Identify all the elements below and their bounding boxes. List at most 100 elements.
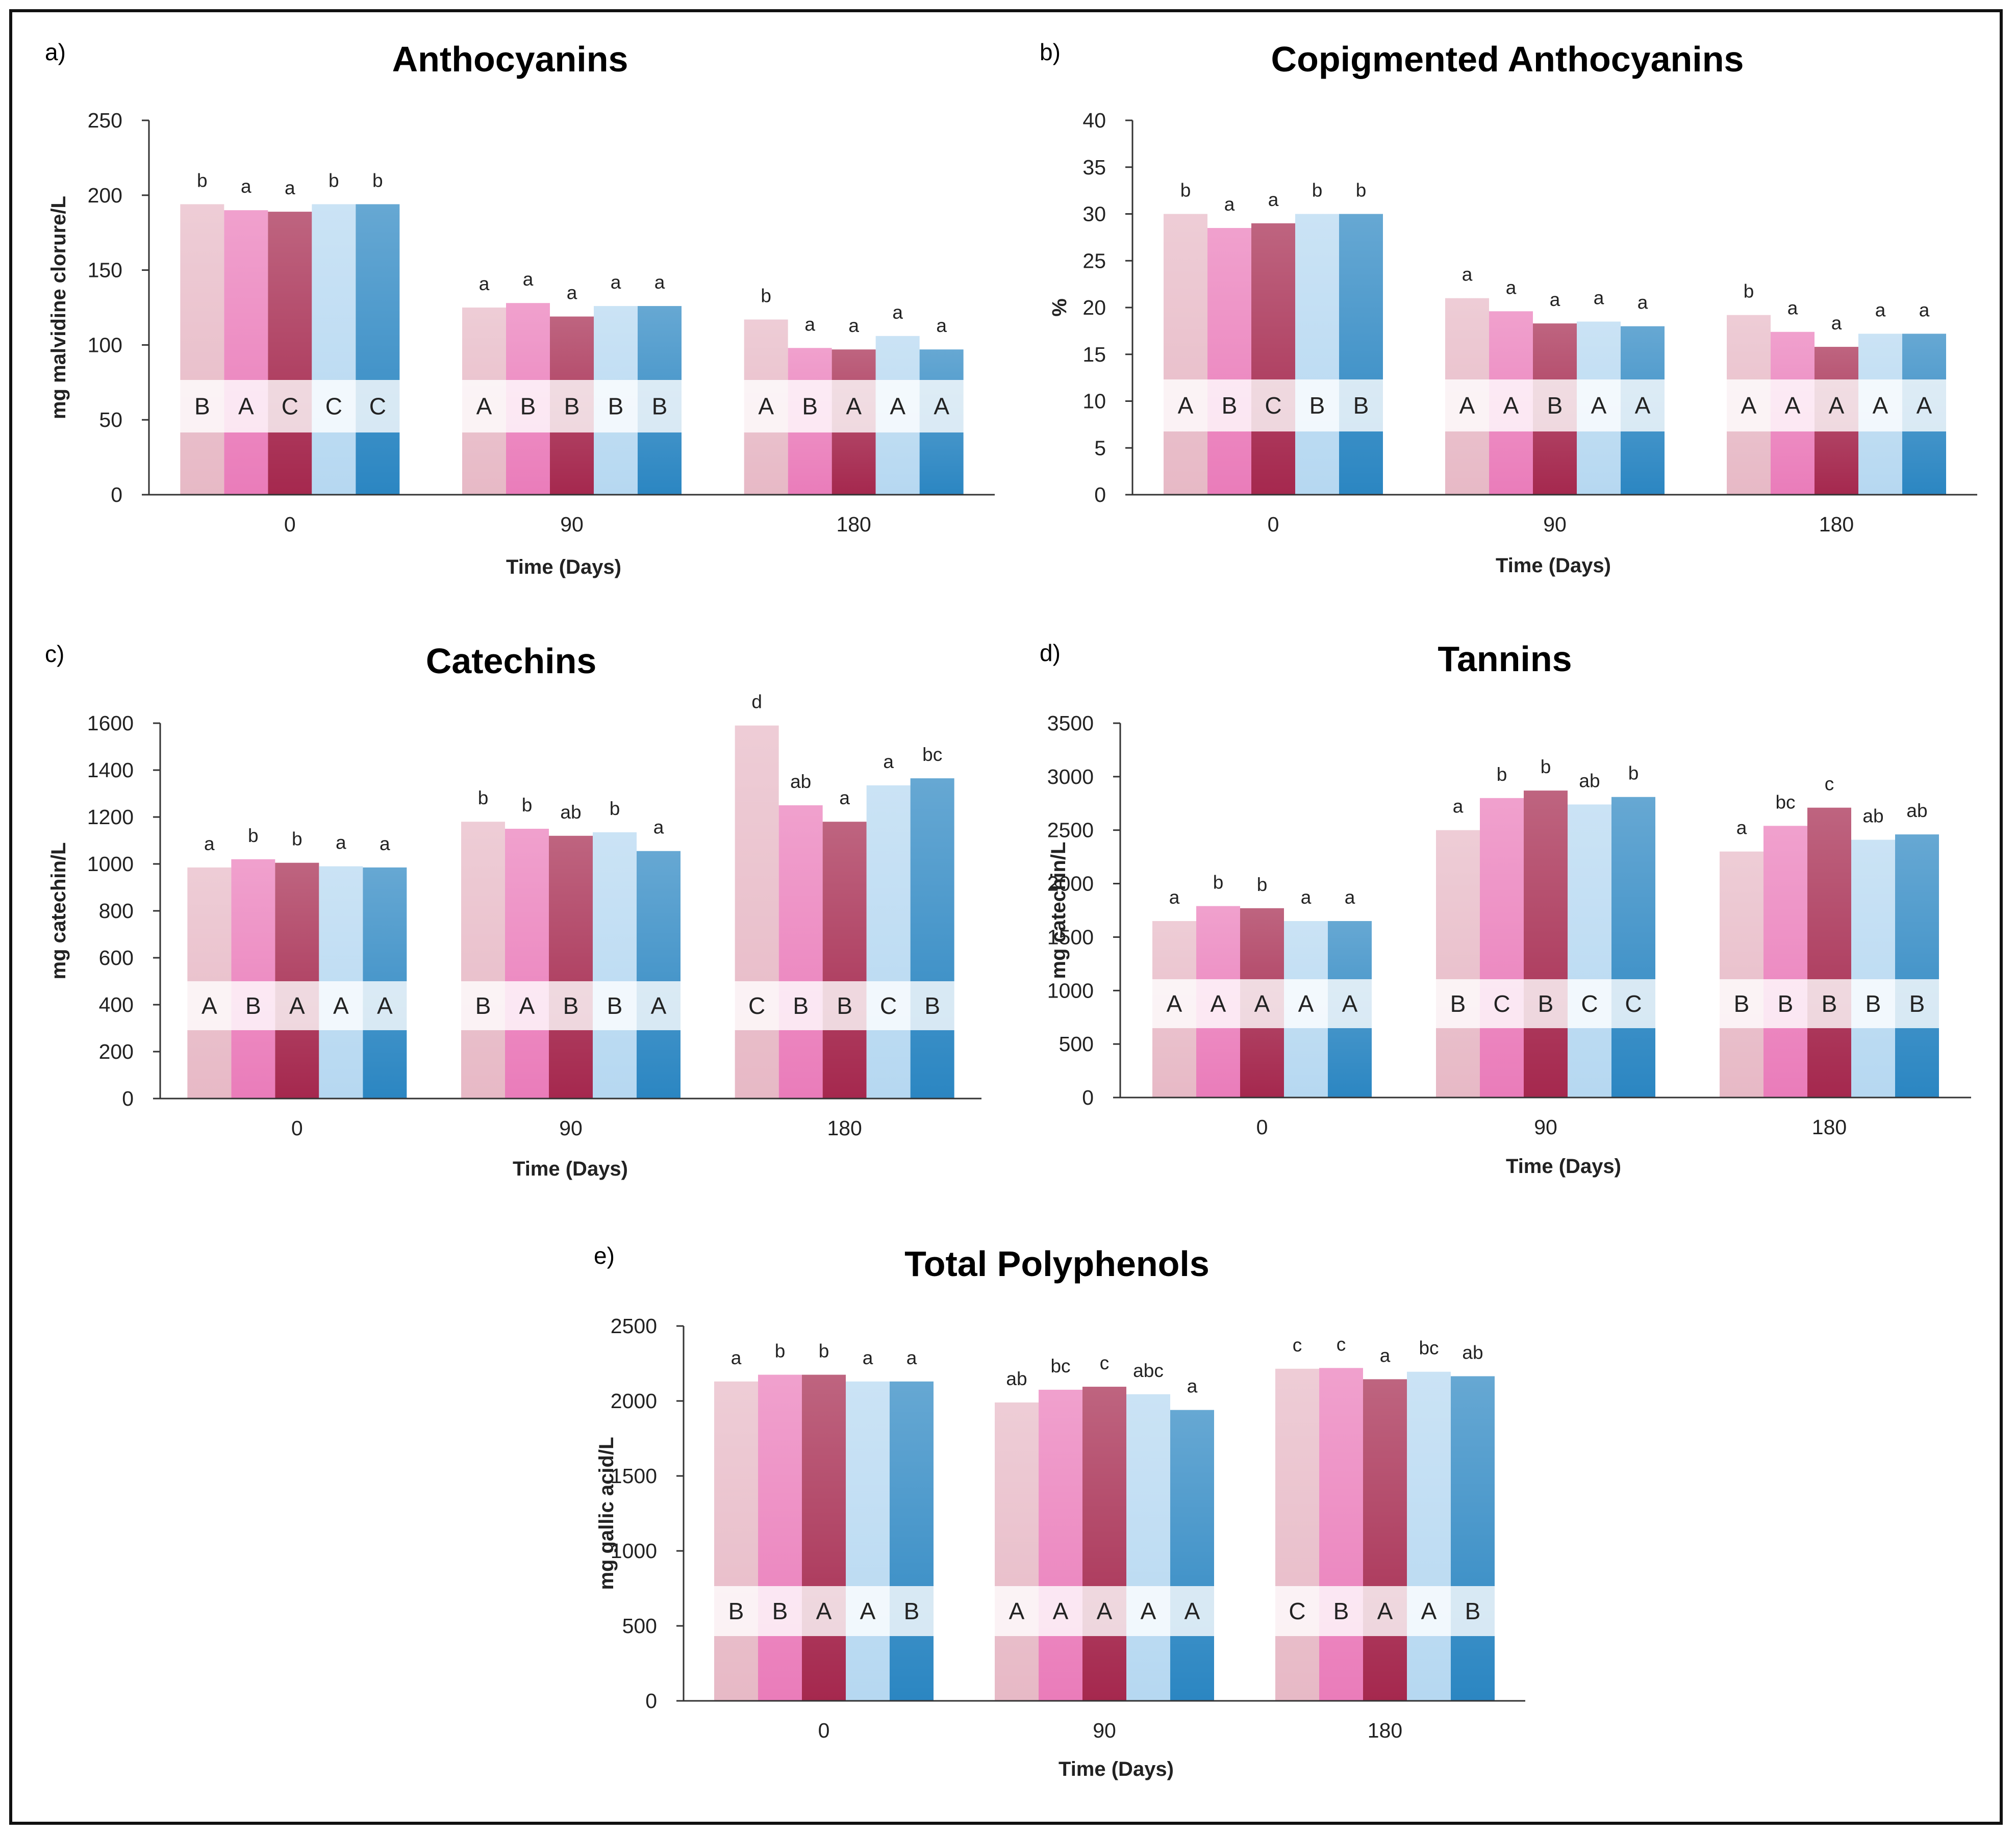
bar [1126,1394,1170,1701]
significance-letter: a [1462,264,1473,285]
group-letter: A [1459,392,1475,419]
significance-letter: a [839,787,850,808]
bar [1436,830,1480,1098]
significance-letter: a [523,269,534,290]
group-letter: A [1053,1598,1069,1624]
significance-letter: a [1831,313,1842,334]
bar [995,1402,1039,1701]
significance-letter: a [380,833,390,854]
significance-letter: d [751,692,762,712]
significance-letter: bc [1050,1356,1070,1376]
y-tick-label: 5 [1094,436,1106,460]
y-axis-label: % [1048,298,1071,317]
y-tick-label: 1000 [1047,979,1094,1002]
group-letter: B [1778,990,1794,1017]
group-letter: B [652,393,668,420]
y-tick-label: 1000 [611,1539,657,1563]
significance-letter: b [1628,763,1639,784]
group-letter: A [1211,990,1226,1017]
group-letter: A [1829,392,1845,419]
group-letter: C [282,393,298,420]
significance-letter: ab [1906,800,1927,821]
y-tick-label: 500 [1059,1032,1094,1056]
significance-letter: bc [1419,1338,1439,1359]
significance-letter: b [1213,872,1224,893]
y-tick-label: 50 [99,408,122,431]
significance-letter: a [241,176,251,197]
significance-letter: a [611,272,621,293]
group-letter: A [1141,1598,1156,1624]
chart-title: Catechins [426,641,597,681]
significance-letter: a [906,1347,917,1368]
group-letter: C [1265,392,1281,419]
bar [593,832,637,1099]
significance-letter: a [1736,818,1747,838]
bar [1480,798,1524,1098]
x-tick-label: 90 [1093,1719,1116,1742]
significance-letter: a [863,1347,873,1368]
y-tick-label: 40 [1082,109,1106,132]
group-letter: B [1909,990,1925,1017]
group-letter: B [1309,392,1325,419]
group-letter: B [1822,990,1837,1017]
group-letter: A [476,393,492,420]
group-letter: A [1741,392,1757,419]
y-tick-label: 2500 [1047,819,1094,842]
panel-label: e) [594,1242,615,1269]
group-letter: B [1547,392,1563,419]
y-tick-label: 200 [99,1040,134,1063]
significance-letter: a [1224,194,1235,215]
significance-letter: b [761,285,771,306]
group-letter: A [846,393,862,420]
bar [224,210,268,495]
group-letter: B [1333,1598,1349,1624]
group-letter: A [1185,1598,1200,1624]
bar [275,862,319,1099]
group-letter: B [793,992,809,1019]
group-letter: A [816,1598,832,1624]
bar [1339,214,1383,495]
significance-letter: a [204,833,215,854]
group-letter: B [520,393,536,420]
x-tick-label: 180 [836,513,871,536]
bar [778,805,823,1099]
significance-letter: a [1268,189,1279,210]
group-letter: B [1222,392,1238,419]
x-tick-label: 0 [284,513,296,536]
y-tick-label: 1500 [611,1464,657,1488]
y-axis-label: mg catechin/L [47,843,70,980]
group-letter: B [802,393,818,420]
x-axis-label: Time (Days) [1506,1155,1621,1178]
significance-letter: c [1337,1334,1346,1355]
x-axis-label: Time (Days) [506,556,621,578]
significance-letter: b [248,825,259,846]
bar [846,1381,890,1701]
significance-letter: b [372,170,383,191]
bar [802,1374,846,1701]
significance-letter: a [1875,299,1886,320]
significance-letter: a [804,314,815,335]
y-tick-label: 2500 [611,1314,657,1338]
x-tick-label: 90 [559,1116,583,1140]
significance-letter: c [1100,1353,1110,1373]
bar [1407,1371,1451,1701]
x-tick-label: 0 [1256,1115,1268,1139]
bar [890,1381,934,1701]
significance-letter: a [653,817,664,838]
significance-letter: a [1919,299,1930,320]
panel-label: c) [45,641,64,667]
significance-letter: c [1825,774,1834,795]
significance-letter: b [1744,281,1754,302]
significance-letter: b [522,795,533,815]
group-letter: B [772,1598,788,1624]
bar [461,822,505,1099]
bar [1275,1368,1319,1701]
y-tick-label: 10 [1082,390,1106,413]
group-letter: A [1421,1598,1437,1624]
significance-letter: a [1187,1376,1198,1397]
y-tick-label: 500 [622,1614,657,1638]
group-letter: A [651,992,667,1019]
significance-letter: b [610,798,620,819]
